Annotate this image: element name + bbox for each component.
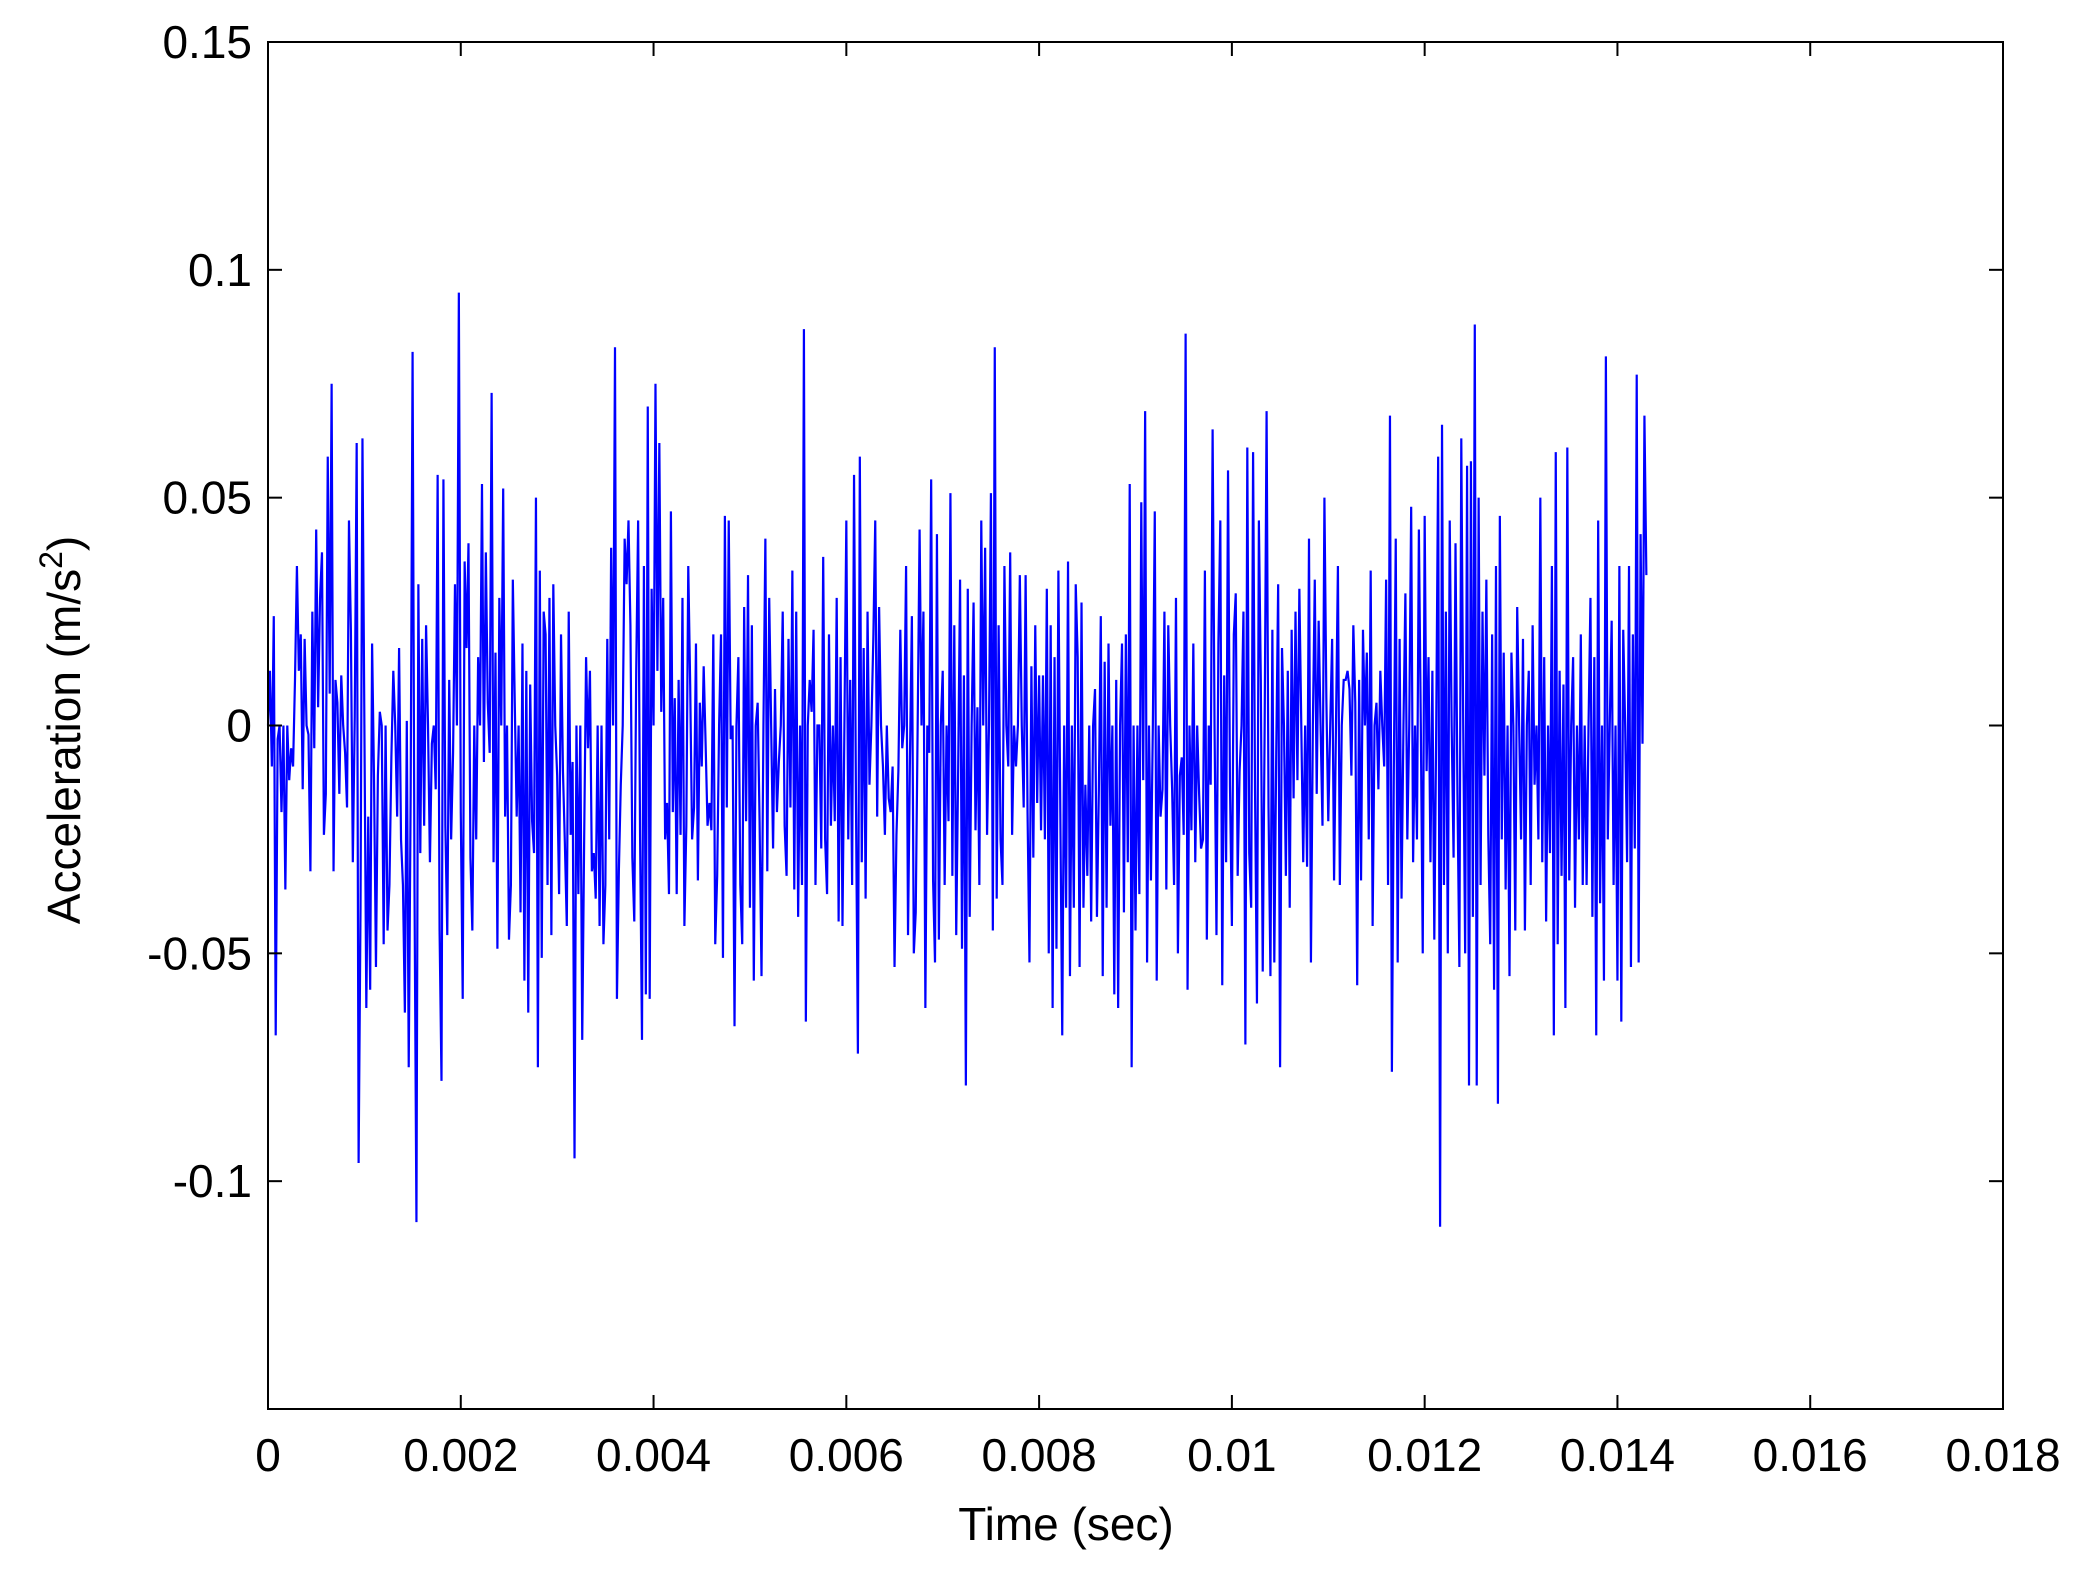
y-tick-label: -0.05 xyxy=(147,927,252,979)
y-tick-label: 0.15 xyxy=(162,16,252,68)
y-tick-label: -0.1 xyxy=(173,1155,252,1207)
y-axis-label: Acceleration (m/s2) xyxy=(33,536,90,924)
x-axis-label: Time (sec) xyxy=(958,1498,1174,1550)
y-tick-label: 0.05 xyxy=(162,472,252,524)
x-tick-label: 0.014 xyxy=(1560,1429,1675,1481)
x-tick-label: 0.004 xyxy=(596,1429,711,1481)
x-tick-label: 0.016 xyxy=(1753,1429,1868,1481)
x-tick-label: 0.002 xyxy=(403,1429,518,1481)
x-tick-label: 0.012 xyxy=(1367,1429,1482,1481)
y-tick-label: 0.1 xyxy=(188,244,252,296)
y-axis-label-close: ) xyxy=(38,536,90,551)
x-tick-label: 0 xyxy=(255,1429,281,1481)
x-tick-label: 0.008 xyxy=(982,1429,1097,1481)
y-axis-label-main: Acceleration (m/s xyxy=(38,569,90,924)
series-line-0 xyxy=(266,292,1648,1227)
plot-frame xyxy=(267,41,2004,1410)
x-tick-label: 0.01 xyxy=(1187,1429,1277,1481)
y-tick-label: 0 xyxy=(226,700,252,752)
x-tick-label: 0.006 xyxy=(789,1429,904,1481)
y-axis-label-superscript: 2 xyxy=(33,551,69,569)
x-tick-label: 0.018 xyxy=(1945,1429,2060,1481)
